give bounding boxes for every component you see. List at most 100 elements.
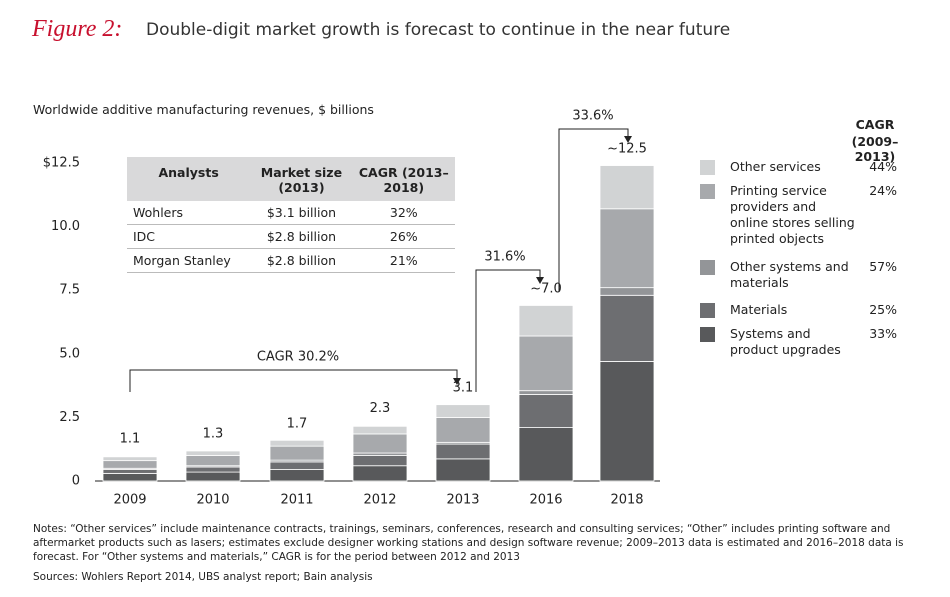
bar-segment bbox=[599, 361, 655, 482]
table-cell: $2.8 billion bbox=[250, 248, 353, 273]
legend-swatch bbox=[700, 184, 715, 199]
bar-segment bbox=[102, 460, 158, 469]
x-tick-label: 2010 bbox=[196, 493, 229, 508]
bar-segment bbox=[599, 165, 655, 210]
bar-segment bbox=[599, 294, 655, 362]
legend-swatch bbox=[700, 327, 715, 342]
table-body: Wohlers $3.1 billion 32% IDC $2.8 billion 26%… bbox=[127, 201, 455, 273]
analyst-table: Analysts Market size (2013) CAGR (2013–2… bbox=[127, 157, 455, 273]
bar-segment bbox=[518, 427, 574, 482]
subtitle: Worldwide additive manufacturing revenue… bbox=[33, 102, 374, 117]
y-tick-label: $12.5 bbox=[43, 156, 80, 171]
legend-label: Printing service providers and online st… bbox=[730, 183, 855, 246]
table-header: Analysts Market size (2013) CAGR (2013–2… bbox=[127, 157, 455, 201]
table-row: Morgan Stanley $2.8 billion 21% bbox=[127, 248, 455, 273]
table-cell: 26% bbox=[352, 224, 455, 249]
notes: Notes: “Other services” include maintena… bbox=[33, 523, 904, 563]
legend-cagr: 24% bbox=[869, 183, 897, 198]
total-label: 1.7 bbox=[287, 416, 308, 431]
y-tick-label: 2.5 bbox=[59, 410, 80, 425]
y-tick-label: 5.0 bbox=[59, 346, 80, 361]
bar-segment bbox=[102, 472, 158, 482]
y-tick-label: 0 bbox=[72, 474, 80, 489]
annotation-arrowhead bbox=[536, 277, 544, 284]
x-tick-label: 2016 bbox=[529, 493, 562, 508]
annotation-line bbox=[129, 369, 458, 392]
annotation-line bbox=[475, 269, 541, 392]
table-cell: Wohlers bbox=[127, 201, 251, 225]
bar-segment bbox=[435, 416, 491, 443]
legend-swatch bbox=[700, 303, 715, 318]
bar-segment bbox=[518, 305, 574, 337]
annotation-arrowhead bbox=[453, 378, 461, 385]
table-cell: Morgan Stanley bbox=[127, 248, 251, 273]
bar-segment bbox=[518, 394, 574, 428]
bar-segment bbox=[518, 390, 574, 395]
bar-segment bbox=[185, 450, 241, 456]
bar-segment bbox=[435, 404, 491, 418]
bar-segment bbox=[269, 461, 325, 470]
chart-title: Double-digit market growth is forecast t… bbox=[146, 20, 731, 40]
header-cell: Analysts bbox=[127, 157, 251, 201]
table-cell: 21% bbox=[352, 248, 455, 273]
x-tick-label: 2012 bbox=[363, 493, 396, 508]
legend-title: CAGR bbox=[855, 117, 895, 132]
bar-segment bbox=[269, 439, 325, 447]
legend-label: Other services bbox=[730, 159, 821, 174]
bar-segment bbox=[269, 445, 325, 461]
y-tick-label: 7.5 bbox=[59, 283, 80, 298]
annotation-arrowhead bbox=[624, 136, 632, 143]
legend-label: Other systems and materials bbox=[730, 259, 849, 290]
total-label: 1.3 bbox=[203, 426, 224, 441]
legend-cagr: 33% bbox=[869, 326, 897, 341]
annotation-line bbox=[558, 128, 629, 292]
table-cell: $3.1 billion bbox=[250, 201, 353, 225]
bar-segment bbox=[185, 471, 241, 482]
total-label: 2.3 bbox=[370, 401, 391, 416]
legend-label: Systems and product upgrades bbox=[730, 326, 841, 357]
bar-segment bbox=[352, 425, 408, 435]
legend-swatch bbox=[700, 160, 715, 175]
legend-subtitle: (2009–2013) bbox=[851, 134, 899, 164]
annotation-label: 31.6% bbox=[484, 250, 525, 265]
bar-segment bbox=[599, 208, 655, 289]
bar-segment bbox=[102, 469, 158, 474]
total-label: 1.1 bbox=[120, 432, 141, 447]
bar-segment bbox=[435, 443, 491, 460]
table-cell: $2.8 billion bbox=[250, 224, 353, 249]
sources: Sources: Wohlers Report 2014, UBS analys… bbox=[33, 571, 373, 583]
x-tick-label: 2018 bbox=[610, 493, 643, 508]
bar-segment bbox=[185, 466, 241, 473]
bar-segment bbox=[352, 433, 408, 454]
legend-cagr: 44% bbox=[869, 159, 897, 174]
total-label: 3.1 bbox=[453, 381, 474, 396]
bar-segment bbox=[352, 465, 408, 482]
x-tick-label: 2011 bbox=[280, 493, 313, 508]
annotation-label: 33.6% bbox=[572, 109, 613, 124]
bar-segment bbox=[269, 469, 325, 482]
bar-segment bbox=[102, 456, 158, 462]
bar-segment bbox=[352, 455, 408, 467]
table-cell: 32% bbox=[352, 201, 455, 225]
table-row: Wohlers $3.1 billion 32% bbox=[127, 201, 455, 225]
bar-segment bbox=[518, 335, 574, 392]
table-cell: IDC bbox=[127, 224, 251, 249]
header-cell: CAGR (2013–2018) bbox=[352, 157, 455, 201]
bar-segment bbox=[185, 455, 241, 467]
figure-label: Figure 2: bbox=[32, 16, 123, 42]
legend-swatch bbox=[700, 260, 715, 275]
bar-segment bbox=[435, 458, 491, 482]
header-cell: Market size (2013) bbox=[250, 157, 353, 201]
table-row: IDC $2.8 billion 26% bbox=[127, 224, 455, 249]
annotation-label: CAGR 30.2% bbox=[257, 350, 339, 365]
legend-cagr: 57% bbox=[869, 259, 897, 274]
total-label: ~7.0 bbox=[530, 281, 562, 296]
x-tick-label: 2013 bbox=[446, 493, 479, 508]
legend-label: Materials bbox=[730, 302, 788, 317]
x-tick-label: 2009 bbox=[113, 493, 146, 508]
total-label: ~12.5 bbox=[607, 142, 647, 157]
y-tick-label: 10.0 bbox=[51, 219, 80, 234]
bar-segment bbox=[599, 287, 655, 296]
